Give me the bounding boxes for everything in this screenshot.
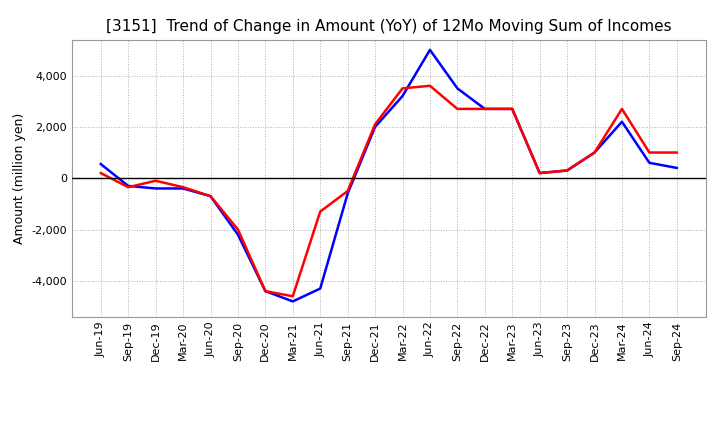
Line: Ordinary Income: Ordinary Income — [101, 50, 677, 301]
Net Income — [206, 194, 215, 199]
Net Income — [124, 184, 132, 190]
Net Income — [645, 150, 654, 155]
Net Income — [261, 289, 270, 294]
Net Income — [563, 168, 572, 173]
Net Income — [536, 170, 544, 176]
Ordinary Income — [371, 124, 379, 129]
Net Income — [316, 209, 325, 214]
Ordinary Income — [426, 47, 434, 52]
Net Income — [233, 227, 242, 232]
Net Income — [453, 106, 462, 111]
Title: [3151]  Trend of Change in Amount (YoY) of 12Mo Moving Sum of Incomes: [3151] Trend of Change in Amount (YoY) o… — [106, 19, 672, 34]
Ordinary Income — [179, 186, 187, 191]
Net Income — [618, 106, 626, 111]
Ordinary Income — [590, 150, 599, 155]
Ordinary Income — [233, 232, 242, 237]
Net Income — [289, 293, 297, 299]
Net Income — [590, 150, 599, 155]
Net Income — [371, 121, 379, 127]
Net Income — [480, 106, 489, 111]
Ordinary Income — [96, 161, 105, 167]
Net Income — [426, 83, 434, 88]
Ordinary Income — [206, 194, 215, 199]
Ordinary Income — [672, 165, 681, 171]
Line: Net Income: Net Income — [101, 86, 677, 296]
Net Income — [398, 86, 407, 91]
Net Income — [96, 170, 105, 176]
Net Income — [343, 188, 352, 194]
Ordinary Income — [453, 86, 462, 91]
Ordinary Income — [343, 191, 352, 196]
Ordinary Income — [398, 93, 407, 99]
Ordinary Income — [563, 168, 572, 173]
Net Income — [151, 178, 160, 183]
Y-axis label: Amount (million yen): Amount (million yen) — [13, 113, 26, 244]
Ordinary Income — [151, 186, 160, 191]
Ordinary Income — [261, 289, 270, 294]
Ordinary Income — [124, 183, 132, 188]
Ordinary Income — [536, 170, 544, 176]
Ordinary Income — [645, 160, 654, 165]
Net Income — [672, 150, 681, 155]
Ordinary Income — [480, 106, 489, 111]
Net Income — [179, 184, 187, 190]
Net Income — [508, 106, 516, 111]
Ordinary Income — [316, 286, 325, 291]
Ordinary Income — [618, 119, 626, 125]
Ordinary Income — [289, 299, 297, 304]
Ordinary Income — [508, 106, 516, 111]
